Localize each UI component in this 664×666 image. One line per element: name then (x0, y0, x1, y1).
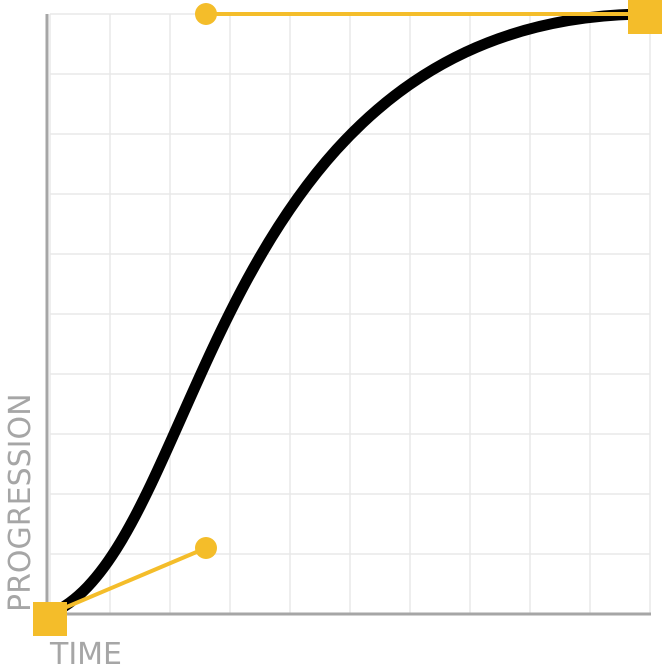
easing-curve (44, 8, 656, 620)
end-point-handle[interactable] (628, 0, 662, 34)
control-point-1-handle[interactable] (195, 537, 217, 559)
y-axis-label: PROGRESSION (3, 393, 38, 612)
start-point-handle[interactable] (33, 602, 67, 636)
control-arm-start (49, 546, 207, 616)
control-point-2-handle[interactable] (195, 3, 217, 25)
x-axis-label: TIME (49, 637, 122, 666)
grid (49, 13, 651, 615)
